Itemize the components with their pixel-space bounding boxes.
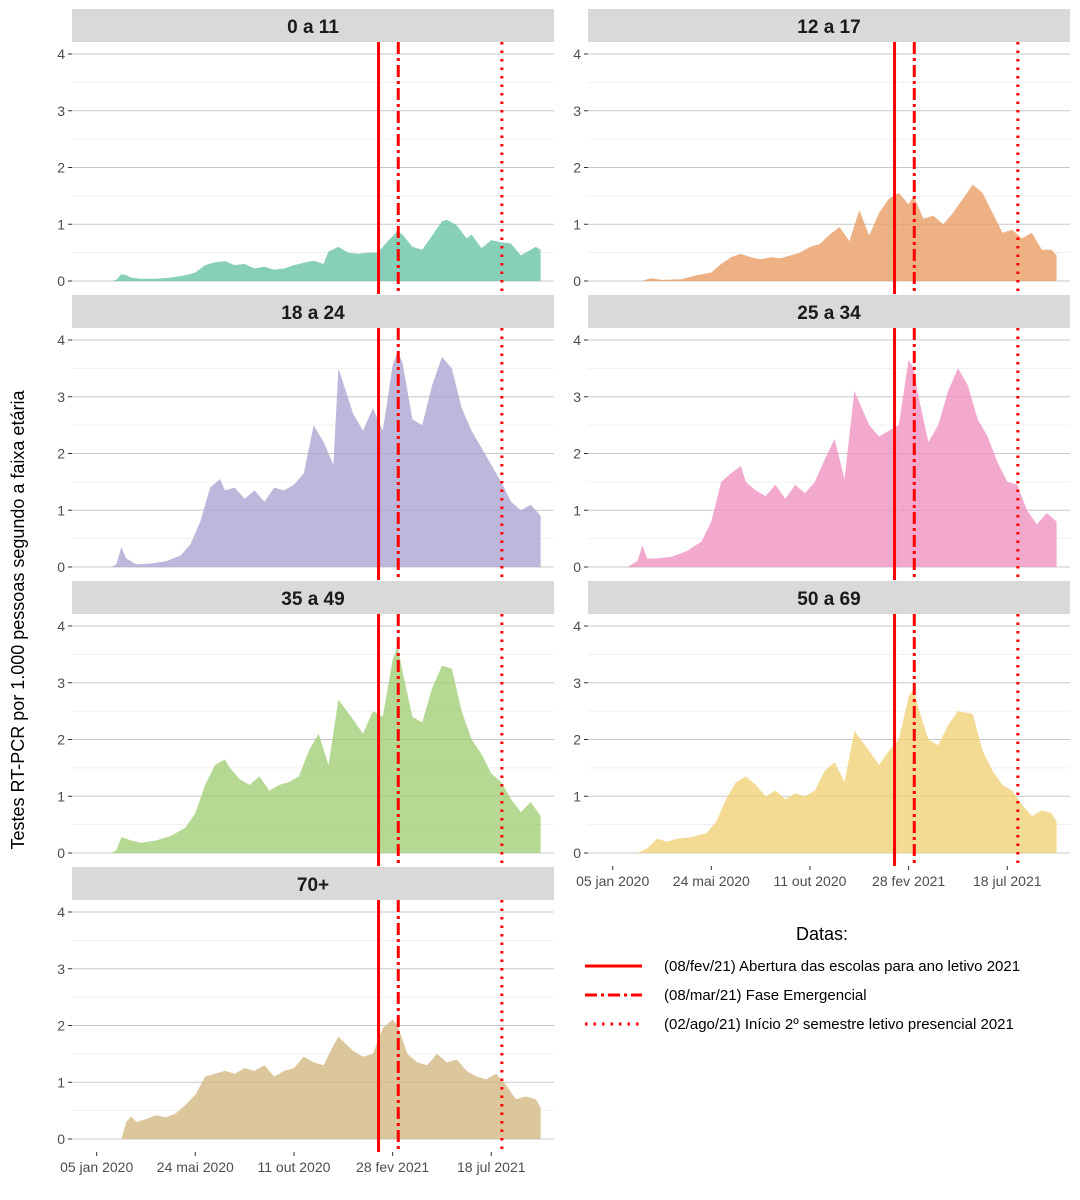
legend-label: (02/ago/21) Início 2º semestre letivo pr… <box>664 1016 1014 1033</box>
y-tick-label: 4 <box>573 332 581 348</box>
y-tick-label: 4 <box>57 46 65 62</box>
y-tick-label: 2 <box>573 446 581 462</box>
y-tick-label: 2 <box>573 160 581 176</box>
y-tick-label: 3 <box>573 103 581 119</box>
facet-panel: 25 a 34 0 1 2 3 4 <box>573 295 1070 580</box>
y-tick-label: 0 <box>57 273 65 289</box>
y-tick-label: 1 <box>57 788 65 804</box>
y-tick-label: 1 <box>57 502 65 518</box>
y-tick-label: 2 <box>57 732 65 748</box>
facet-strip <box>72 9 554 42</box>
facet-title: 12 a 17 <box>797 17 860 38</box>
y-tick-label: 4 <box>573 46 581 62</box>
legend: Datas: (08/fev/21) Abertura das escolas … <box>585 924 1020 1033</box>
facet-strip <box>588 295 1070 328</box>
area-series <box>588 359 1057 567</box>
facet-panel: 12 a 17 0 1 2 3 4 <box>573 9 1070 294</box>
x-tick-label: 28 fev 2021 <box>356 1159 429 1175</box>
area-series <box>72 219 541 281</box>
facet-strip <box>72 867 554 900</box>
y-tick-label: 3 <box>573 389 581 405</box>
x-tick-label: 05 jan 2020 <box>60 1159 133 1175</box>
area-series <box>72 645 541 853</box>
y-axis-label: Testes RT-PCR por 1.000 pessoas segundo … <box>8 390 28 850</box>
facet-title: 25 a 34 <box>797 303 861 324</box>
facet-strip <box>72 581 554 614</box>
y-tick-label: 2 <box>573 732 581 748</box>
y-tick-label: 3 <box>57 389 65 405</box>
facet-title: 35 a 49 <box>281 589 344 610</box>
x-tick-label: 11 out 2020 <box>774 873 847 889</box>
x-tick-label: 05 jan 2020 <box>576 873 649 889</box>
facet-panel: 50 a 69 0 1 2 3 4 05 jan 2020 24 mai 2020 11 out… <box>573 581 1070 889</box>
y-tick-label: 2 <box>57 160 65 176</box>
y-tick-label: 2 <box>57 446 65 462</box>
x-tick-label: 18 jul 2021 <box>973 873 1042 889</box>
y-tick-label: 0 <box>57 1131 65 1147</box>
facet-title: 0 a 11 <box>287 17 339 38</box>
y-tick-label: 0 <box>57 559 65 575</box>
y-tick-label: 4 <box>573 618 581 634</box>
y-tick-label: 1 <box>57 1074 65 1090</box>
legend-items: (08/fev/21) Abertura das escolas para an… <box>585 958 1020 1033</box>
facet-strip <box>588 581 1070 614</box>
area-series <box>588 184 1057 281</box>
facet-strip <box>72 295 554 328</box>
legend-label: (08/fev/21) Abertura das escolas para an… <box>664 958 1020 975</box>
y-tick-label: 0 <box>573 273 581 289</box>
y-tick-label: 1 <box>573 502 581 518</box>
y-tick-label: 4 <box>57 904 65 920</box>
y-tick-label: 0 <box>57 845 65 861</box>
area-series <box>588 688 1057 853</box>
area-series <box>72 351 541 567</box>
y-tick-label: 3 <box>57 675 65 691</box>
facet-title: 70+ <box>297 875 329 896</box>
facet-panel: 0 a 11 0 1 2 3 4 <box>57 9 554 294</box>
y-tick-label: 4 <box>57 332 65 348</box>
area-series <box>72 1019 541 1139</box>
facet-strip <box>588 9 1070 42</box>
y-tick-label: 3 <box>57 103 65 119</box>
facet-panel: 70+ 0 1 2 3 4 05 jan 2020 24 mai 2020 11 out 202… <box>57 867 554 1175</box>
legend-title: Datas: <box>796 924 848 944</box>
x-tick-label: 24 mai 2020 <box>673 873 750 889</box>
y-tick-label: 3 <box>57 961 65 977</box>
y-tick-label: 1 <box>57 216 65 232</box>
legend-label: (08/mar/21) Fase Emergencial <box>664 987 867 1004</box>
facet-title: 50 a 69 <box>797 589 860 610</box>
y-tick-label: 2 <box>57 1018 65 1034</box>
y-tick-label: 1 <box>573 216 581 232</box>
y-tick-label: 0 <box>573 559 581 575</box>
x-tick-label: 28 fev 2021 <box>872 873 945 889</box>
y-tick-label: 1 <box>573 788 581 804</box>
facet-title: 18 a 24 <box>281 303 345 324</box>
facet-panel: 35 a 49 0 1 2 3 4 <box>57 581 554 866</box>
y-tick-label: 0 <box>573 845 581 861</box>
x-tick-label: 18 jul 2021 <box>457 1159 526 1175</box>
y-tick-label: 3 <box>573 675 581 691</box>
x-tick-label: 24 mai 2020 <box>157 1159 234 1175</box>
facet-panel: 18 a 24 0 1 2 3 4 <box>57 295 554 580</box>
x-tick-label: 11 out 2020 <box>258 1159 331 1175</box>
y-tick-label: 4 <box>57 618 65 634</box>
